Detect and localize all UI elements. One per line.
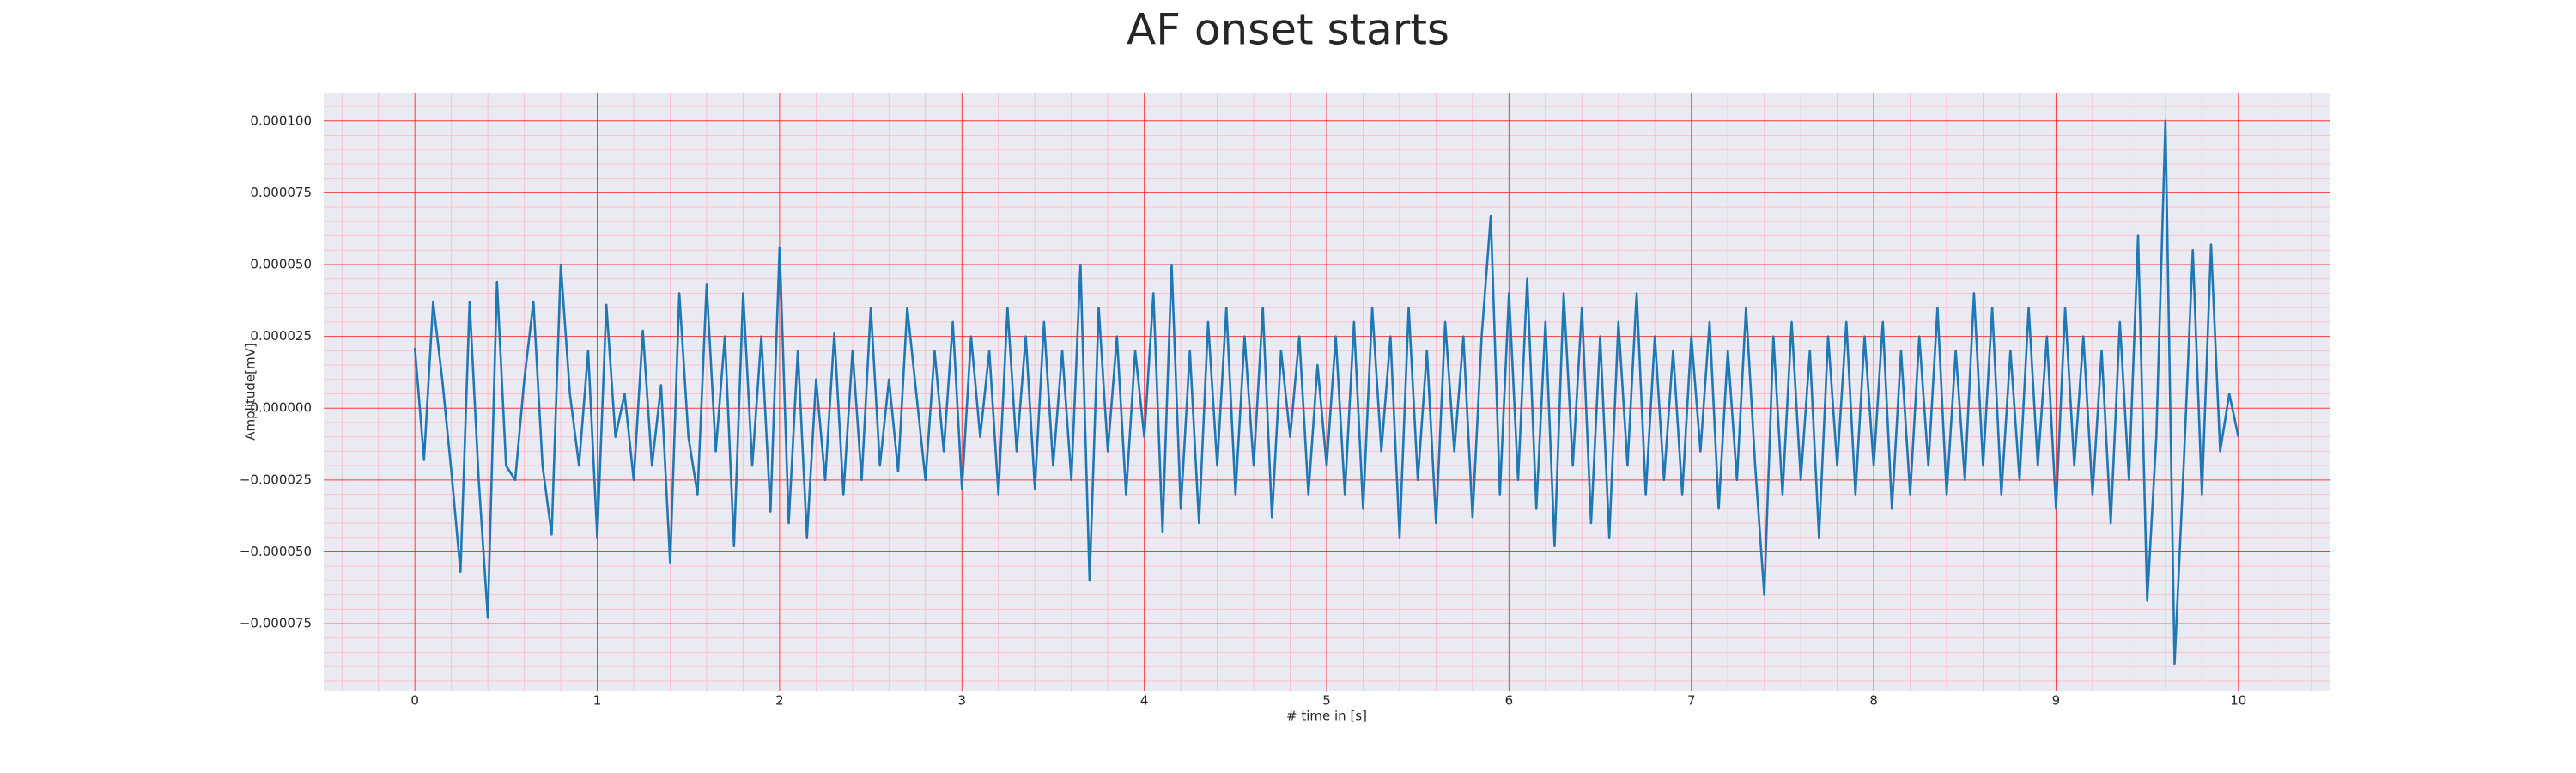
y-tick-label: 0.000025: [250, 328, 312, 344]
chart-title: AF onset starts: [1127, 5, 1449, 55]
x-tick-label: 0: [410, 693, 419, 709]
x-tick-label: 2: [775, 693, 784, 709]
y-tick-label: 0.000000: [250, 400, 312, 416]
y-tick-label: 0.000050: [250, 257, 312, 272]
y-axis-label: Amplitude[mV]: [243, 343, 258, 440]
y-tick-label: −0.000025: [240, 472, 312, 487]
y-tick-label: −0.000050: [240, 544, 312, 559]
x-tick-label: 7: [1687, 693, 1696, 709]
y-tick-label: −0.000075: [240, 616, 312, 631]
x-tick-label: 10: [2230, 693, 2246, 709]
y-tick-label: 0.000075: [250, 185, 312, 200]
x-tick-label: 8: [1869, 693, 1878, 709]
x-tick-label: 9: [2052, 693, 2061, 709]
signal-line: [413, 119, 2240, 666]
x-axis-label: # time in [s]: [1286, 709, 1367, 724]
x-tick-label: 4: [1140, 693, 1149, 709]
y-tick-label: 0.000100: [250, 113, 312, 128]
x-tick-label: 3: [957, 693, 966, 709]
x-tick-label: 6: [1505, 693, 1514, 709]
x-tick-label: 5: [1322, 693, 1331, 709]
x-tick-label: 1: [593, 693, 602, 709]
